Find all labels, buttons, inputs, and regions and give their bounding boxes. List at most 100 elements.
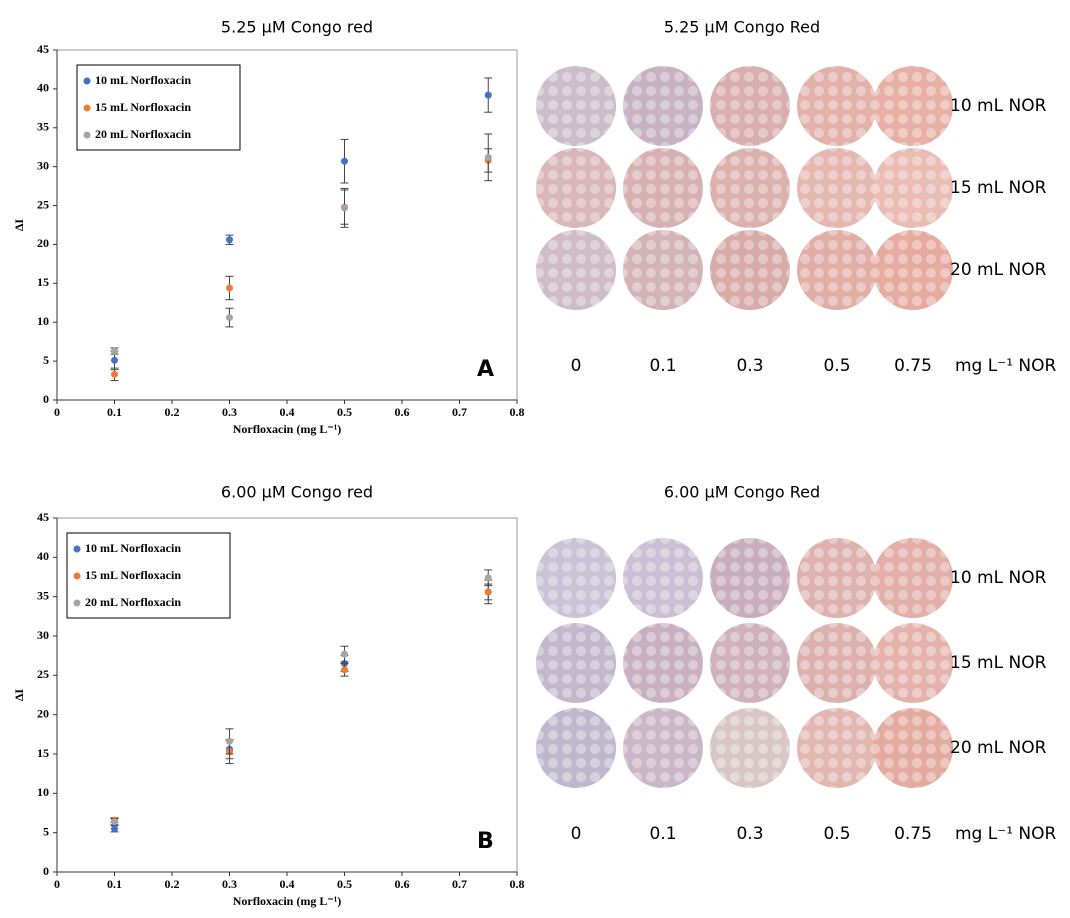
x-tick-label: 0.8 bbox=[510, 877, 525, 891]
y-tick-label: 25 bbox=[37, 197, 49, 211]
photo-beads bbox=[710, 230, 790, 310]
point bbox=[484, 153, 492, 161]
legend-label: 10 mL Norfloxacin bbox=[85, 541, 181, 555]
unit-label: mg L⁻¹ NOR bbox=[955, 824, 1057, 844]
x-tick-label: 0.4 bbox=[280, 877, 295, 891]
column-label: 0 bbox=[571, 824, 582, 844]
point bbox=[341, 157, 348, 165]
photo-beads bbox=[536, 708, 616, 788]
y-tick-label: 35 bbox=[37, 120, 49, 134]
y-tick-label: 5 bbox=[43, 824, 49, 838]
y-tick-label: 15 bbox=[37, 275, 49, 289]
photo-beads bbox=[873, 623, 953, 703]
photo-beads bbox=[710, 66, 790, 146]
row-label: 10 mL NOR bbox=[950, 568, 1047, 588]
row-label: 20 mL NOR bbox=[950, 738, 1047, 758]
x-tick-label: 0.1 bbox=[107, 405, 122, 419]
x-axis-label: Norfloxacin (mg L⁻¹) bbox=[233, 894, 342, 908]
x-tick-label: 0.2 bbox=[165, 405, 180, 419]
x-tick-label: 0.3 bbox=[222, 877, 237, 891]
legend-marker bbox=[83, 77, 91, 85]
y-tick-label: 25 bbox=[37, 667, 49, 681]
y-tick-label: 0 bbox=[43, 864, 49, 878]
row-label: 10 mL NOR bbox=[950, 96, 1047, 116]
point bbox=[341, 204, 348, 212]
point bbox=[226, 284, 233, 292]
photo-beads bbox=[536, 148, 616, 228]
y-tick-label: 10 bbox=[37, 785, 49, 799]
point bbox=[226, 314, 233, 322]
photo-beads bbox=[873, 708, 953, 788]
photo-beads bbox=[797, 623, 877, 703]
column-label: 0.3 bbox=[736, 824, 763, 844]
x-tick-label: 0.2 bbox=[165, 877, 180, 891]
x-tick-label: 0.6 bbox=[395, 877, 410, 891]
point bbox=[111, 818, 118, 826]
x-tick-label: 0.7 bbox=[452, 405, 467, 419]
legend-label: 15 mL Norfloxacin bbox=[95, 100, 191, 114]
y-tick-label: 45 bbox=[37, 42, 49, 56]
point bbox=[484, 91, 492, 99]
column-label: 0.1 bbox=[649, 824, 676, 844]
legend-label: 10 mL Norfloxacin bbox=[95, 73, 191, 87]
photo-beads bbox=[710, 623, 790, 703]
y-tick-label: 30 bbox=[37, 158, 49, 172]
photo-title: 5.25 µM Congo Red bbox=[664, 18, 820, 37]
point bbox=[111, 356, 118, 364]
column-label: 0 bbox=[571, 356, 582, 376]
photo-beads bbox=[873, 538, 953, 618]
photo-beads bbox=[623, 148, 703, 228]
x-tick-label: 0.3 bbox=[222, 405, 237, 419]
panel-letter: B bbox=[477, 829, 494, 854]
legend-box bbox=[76, 64, 241, 151]
photo-beads bbox=[623, 230, 703, 310]
point bbox=[226, 236, 233, 244]
photo-beads bbox=[710, 708, 790, 788]
legend-marker bbox=[73, 599, 81, 607]
legend-label: 20 mL Norfloxacin bbox=[95, 127, 191, 141]
photo-beads bbox=[623, 708, 703, 788]
photo-beads bbox=[623, 538, 703, 618]
legend-box bbox=[66, 532, 231, 619]
point bbox=[341, 666, 348, 674]
point bbox=[111, 370, 118, 378]
photo-beads bbox=[623, 623, 703, 703]
y-tick-label: 45 bbox=[37, 510, 49, 524]
unit-label: mg L⁻¹ NOR bbox=[955, 356, 1057, 376]
y-axis-label: ΔI bbox=[12, 219, 26, 232]
legend-marker bbox=[73, 545, 81, 553]
y-tick-label: 30 bbox=[37, 628, 49, 642]
column-label: 0.5 bbox=[823, 824, 850, 844]
photo-beads bbox=[536, 538, 616, 618]
row-label: 15 mL NOR bbox=[950, 653, 1047, 673]
y-tick-label: 0 bbox=[43, 392, 49, 406]
photo-beads bbox=[873, 148, 953, 228]
y-tick-label: 40 bbox=[37, 549, 49, 563]
y-tick-label: 5 bbox=[43, 353, 49, 367]
column-label: 0.75 bbox=[894, 824, 932, 844]
legend-marker bbox=[83, 104, 91, 112]
column-label: 0.75 bbox=[894, 356, 932, 376]
photo-beads bbox=[797, 148, 877, 228]
point bbox=[484, 574, 492, 582]
legend-label: 20 mL Norfloxacin bbox=[85, 595, 181, 609]
point bbox=[111, 347, 118, 355]
photo-beads bbox=[536, 623, 616, 703]
legend-marker bbox=[73, 572, 81, 580]
row-label: 15 mL NOR bbox=[950, 178, 1047, 198]
x-tick-label: 0.6 bbox=[395, 405, 410, 419]
x-tick-label: 0.5 bbox=[337, 405, 352, 419]
chart-title: 5.25 µM Congo red bbox=[221, 18, 373, 37]
column-label: 0.3 bbox=[736, 356, 763, 376]
x-tick-label: 0.8 bbox=[510, 405, 525, 419]
column-label: 0.5 bbox=[823, 356, 850, 376]
chart-title: 6.00 µM Congo red bbox=[221, 483, 373, 502]
x-tick-label: 0.7 bbox=[452, 877, 467, 891]
photo-beads bbox=[797, 538, 877, 618]
photo-title: 6.00 µM Congo Red bbox=[664, 483, 820, 502]
photo-beads bbox=[710, 538, 790, 618]
photo-beads bbox=[623, 66, 703, 146]
point bbox=[484, 588, 492, 596]
y-tick-label: 20 bbox=[37, 706, 49, 720]
point bbox=[111, 825, 118, 833]
